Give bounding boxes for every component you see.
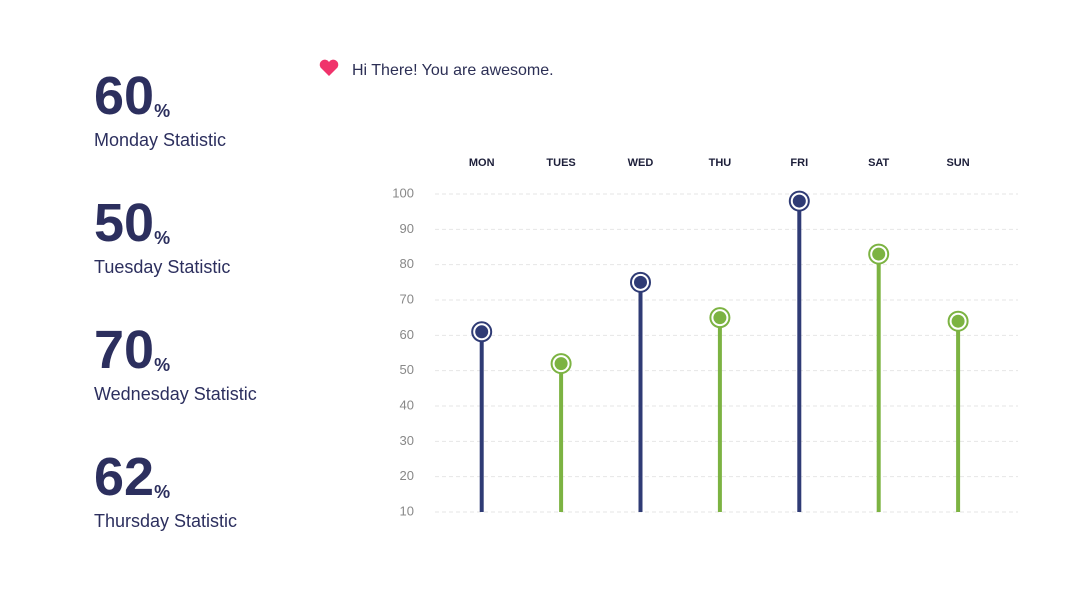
lollipop [947,310,969,512]
stat-value: 62% [94,447,170,507]
y-tick-label: 40 [400,397,414,412]
stat-unit: % [154,482,170,502]
heart-icon [319,59,339,76]
stat-label: Thursday Statistic [94,511,237,531]
x-tick-label: FRI [790,157,808,169]
y-tick-label: 70 [400,291,414,306]
y-tick-label: 90 [400,221,414,236]
x-tick-label: MON [469,157,495,169]
stat-value: 50% [94,193,170,253]
stat-label: Wednesday Statistic [94,384,257,404]
stat-number: 62 [94,447,154,507]
x-tick-label: TUES [546,157,575,169]
x-tick-label: WED [628,157,654,169]
dot [634,275,647,289]
x-tick-label: SAT [868,157,889,169]
lollipop [630,271,651,512]
lollipop [471,321,493,512]
y-tick-label: 80 [400,256,414,271]
lollipop [788,190,810,512]
stat-value: 70% [94,320,170,380]
greeting: Hi There! You are awesome. [352,62,554,79]
stat-number: 70 [94,320,154,380]
y-tick-label: 60 [400,327,414,342]
y-tick-label: 20 [400,468,414,483]
stat-number: 50 [94,193,154,253]
y-tick-label: 10 [400,503,414,518]
stat-value: 60% [94,66,170,126]
stat-label: Tuesday Statistic [94,257,230,277]
lollipop [709,307,731,512]
stat-number: 60 [94,66,154,126]
stat-unit: % [154,355,170,375]
stat-unit: % [154,228,170,248]
y-tick-label: 30 [400,433,414,448]
x-tick-label: SUN [946,157,969,169]
dot [713,311,727,325]
dot [475,325,489,339]
stat-label: Monday Statistic [94,130,226,150]
lollipop [868,243,890,512]
dot [872,247,886,261]
dot [951,314,965,328]
x-tick-label: THU [709,157,732,169]
dot [792,194,806,208]
dot [554,357,568,371]
stat-unit: % [154,101,170,121]
y-tick-label: 50 [400,362,414,377]
lollipop [550,353,572,512]
y-tick-label: 100 [392,185,414,200]
